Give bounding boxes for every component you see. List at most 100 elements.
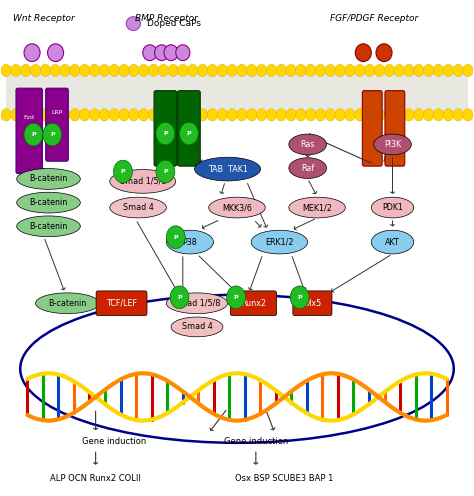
Ellipse shape: [266, 64, 276, 76]
Ellipse shape: [156, 160, 175, 183]
Ellipse shape: [188, 64, 198, 76]
Ellipse shape: [158, 64, 168, 76]
Ellipse shape: [246, 109, 257, 121]
Ellipse shape: [109, 64, 119, 76]
FancyBboxPatch shape: [46, 88, 68, 161]
Ellipse shape: [306, 109, 316, 121]
Ellipse shape: [109, 109, 119, 121]
Ellipse shape: [143, 45, 157, 61]
Text: TAB  TAK1: TAB TAK1: [208, 165, 247, 174]
Ellipse shape: [80, 64, 90, 76]
Text: ERK1/2: ERK1/2: [265, 238, 294, 247]
Ellipse shape: [289, 197, 346, 218]
Ellipse shape: [24, 123, 43, 146]
Ellipse shape: [158, 109, 168, 121]
Ellipse shape: [443, 64, 454, 76]
FancyBboxPatch shape: [16, 88, 42, 174]
Ellipse shape: [355, 64, 365, 76]
Ellipse shape: [17, 216, 80, 237]
Ellipse shape: [50, 64, 60, 76]
Ellipse shape: [11, 109, 21, 121]
Ellipse shape: [374, 64, 385, 76]
Text: Dlx5: Dlx5: [303, 299, 321, 308]
Ellipse shape: [188, 109, 198, 121]
Ellipse shape: [171, 317, 223, 337]
Ellipse shape: [166, 230, 213, 254]
Ellipse shape: [433, 64, 444, 76]
Text: PDK1: PDK1: [382, 203, 403, 212]
Ellipse shape: [356, 44, 371, 62]
Ellipse shape: [423, 64, 434, 76]
FancyBboxPatch shape: [385, 91, 405, 166]
Text: P: P: [234, 295, 238, 300]
Text: P: P: [31, 132, 36, 137]
Ellipse shape: [237, 64, 247, 76]
Ellipse shape: [463, 64, 473, 76]
Ellipse shape: [371, 230, 414, 254]
Text: ALP OCN Runx2 COLII: ALP OCN Runx2 COLII: [50, 474, 141, 483]
Ellipse shape: [286, 109, 296, 121]
Text: B-catenin: B-catenin: [48, 299, 86, 308]
Ellipse shape: [36, 293, 99, 313]
Text: Wnt Receptor: Wnt Receptor: [13, 14, 75, 23]
Ellipse shape: [306, 64, 316, 76]
Ellipse shape: [60, 64, 70, 76]
Ellipse shape: [180, 122, 198, 145]
Ellipse shape: [126, 17, 140, 30]
Ellipse shape: [43, 123, 62, 146]
Ellipse shape: [70, 64, 80, 76]
Ellipse shape: [138, 64, 149, 76]
Text: Gene induction: Gene induction: [224, 437, 288, 446]
Ellipse shape: [384, 109, 394, 121]
Ellipse shape: [371, 197, 414, 218]
Ellipse shape: [40, 109, 51, 121]
Ellipse shape: [365, 64, 375, 76]
Ellipse shape: [138, 109, 149, 121]
Ellipse shape: [70, 109, 80, 121]
Ellipse shape: [47, 44, 64, 62]
Ellipse shape: [119, 109, 129, 121]
Ellipse shape: [335, 64, 346, 76]
Ellipse shape: [227, 109, 237, 121]
Ellipse shape: [365, 109, 375, 121]
Ellipse shape: [207, 109, 218, 121]
Text: Fzd: Fzd: [24, 115, 35, 120]
Ellipse shape: [453, 64, 463, 76]
Ellipse shape: [289, 134, 327, 155]
Ellipse shape: [414, 64, 424, 76]
FancyBboxPatch shape: [293, 291, 332, 315]
Text: Smad 1/5/8: Smad 1/5/8: [174, 299, 220, 308]
Ellipse shape: [266, 109, 276, 121]
Ellipse shape: [24, 44, 40, 62]
Ellipse shape: [128, 64, 139, 76]
Text: B-catenin: B-catenin: [29, 198, 68, 207]
Text: B-catenin: B-catenin: [29, 222, 68, 231]
Ellipse shape: [443, 109, 454, 121]
Text: P: P: [177, 295, 182, 300]
Ellipse shape: [178, 64, 188, 76]
Ellipse shape: [148, 64, 159, 76]
Ellipse shape: [374, 134, 411, 155]
Ellipse shape: [119, 64, 129, 76]
Ellipse shape: [40, 64, 51, 76]
Ellipse shape: [404, 64, 414, 76]
Ellipse shape: [463, 109, 473, 121]
Text: P: P: [163, 131, 168, 136]
Text: LRP: LRP: [51, 110, 63, 115]
Ellipse shape: [11, 64, 21, 76]
Ellipse shape: [148, 109, 159, 121]
Ellipse shape: [170, 286, 189, 309]
Ellipse shape: [251, 230, 308, 254]
Ellipse shape: [17, 169, 80, 189]
Ellipse shape: [217, 64, 228, 76]
Ellipse shape: [453, 109, 463, 121]
Text: P: P: [187, 131, 191, 136]
Text: FGF/PDGF Receptor: FGF/PDGF Receptor: [329, 14, 418, 23]
Ellipse shape: [290, 286, 309, 309]
Ellipse shape: [335, 109, 346, 121]
Text: P: P: [121, 169, 125, 174]
Text: P: P: [173, 235, 178, 240]
Ellipse shape: [289, 158, 327, 179]
Ellipse shape: [60, 109, 70, 121]
Text: MEK1/2: MEK1/2: [302, 203, 332, 212]
